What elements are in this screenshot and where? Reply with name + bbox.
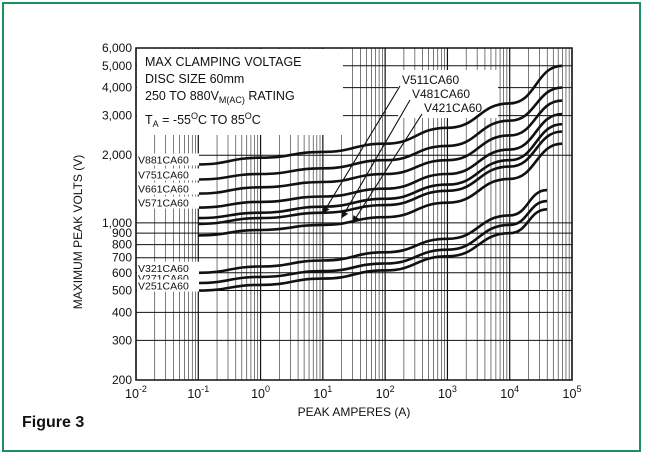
annotation-line-1: MAX CLAMPING VOLTAGE — [145, 55, 302, 69]
y-tick-label: 400 — [112, 305, 132, 319]
annotation-line-2: DISC SIZE 60mm — [145, 72, 244, 86]
y-tick-label: 2,000 — [102, 148, 132, 162]
y-tick-label: 4,000 — [102, 81, 132, 95]
series-line-v481ca60 — [198, 130, 563, 226]
series-line-v271ca60 — [198, 199, 548, 285]
series-label-bg — [137, 153, 199, 166]
annotation-box — [137, 49, 343, 135]
series-line-v251ca60 — [198, 208, 548, 292]
y-tick-label: 6,000 — [102, 41, 132, 55]
series-label-bg — [137, 279, 199, 292]
callout-arrowhead — [341, 210, 349, 219]
y-tick-label: 600 — [112, 266, 132, 280]
annotation-background — [137, 49, 498, 135]
y-tick-label: 900 — [112, 226, 132, 240]
series-line-v751ca60 — [198, 86, 563, 181]
callout-label-v511ca60: V511CA60 — [402, 73, 459, 87]
callout-leader — [352, 113, 423, 224]
y-tick-label: 200 — [112, 373, 132, 387]
y-tick-label: 3,000 — [102, 109, 132, 123]
callout-leader — [341, 99, 411, 219]
series-label-v881ca60: V881CA60 — [138, 154, 189, 166]
series-label-bg — [137, 196, 199, 209]
plot-area-border — [135, 47, 573, 381]
callout-arrowhead — [322, 205, 330, 214]
callout-label-v421ca60: V421CA60 — [424, 101, 482, 115]
y-tick-label: 800 — [112, 238, 132, 252]
series-line-v511ca60 — [198, 122, 563, 220]
y-tick-label: 5,000 — [102, 59, 132, 73]
x-tick-label: 102 — [376, 384, 395, 401]
callout-leader — [322, 85, 401, 214]
series-label-v321ca60: V321CA60 — [138, 263, 189, 275]
series-label-bg — [137, 182, 199, 195]
callout-arrowhead — [352, 215, 360, 223]
x-tick-label: 104 — [500, 384, 519, 401]
series-lines — [198, 64, 563, 292]
series-label-v251ca60: V251CA60 — [138, 281, 189, 293]
y-axis-title: MAXIMUM PEAK VOLTS (V) — [71, 155, 85, 309]
y-tick-label: 300 — [112, 333, 132, 347]
x-tick-label: 101 — [313, 384, 332, 401]
series-label-v571ca60: V571CA60 — [138, 198, 189, 210]
x-tick-label: 105 — [563, 384, 582, 401]
annotation-line-3: 250 TO 880VM(AC) RATING — [145, 89, 295, 105]
series-label-v661ca60: V661CA60 — [138, 184, 189, 196]
callout-box — [398, 70, 498, 118]
series-label-bg — [137, 168, 199, 181]
series-line-v421ca60 — [198, 142, 563, 237]
x-tick-label: 10-1 — [187, 384, 209, 401]
figure-label: Figure 3 — [22, 414, 85, 431]
x-axis-title: PEAK AMPERES (A) — [298, 405, 411, 419]
series-line-v571ca60 — [198, 112, 563, 209]
x-tick-label: 103 — [438, 384, 457, 401]
annotation-line-4: TA = -55OC TO 85OC — [145, 111, 261, 129]
annotation-text: MAX CLAMPING VOLTAGE DISC SIZE 60mm 250 … — [145, 55, 302, 129]
series-label-bg — [137, 261, 199, 274]
y-tick-label: 700 — [112, 251, 132, 265]
x-tick-label: 100 — [251, 384, 270, 401]
y-tick-label: 500 — [112, 284, 132, 298]
y-tick-label: 1,000 — [102, 216, 132, 230]
series-label-v751ca60: V751CA60 — [138, 169, 189, 181]
callout-label-v481ca60: V481CA60 — [412, 87, 470, 101]
series-line-v321ca60 — [198, 188, 548, 275]
series-labels: V881CA60 V751CA60 V661CA60 V571CA60 V321CA60… — [137, 153, 199, 293]
x-tick-label: 10-2 — [125, 384, 147, 401]
series-line-v661ca60 — [198, 99, 563, 195]
